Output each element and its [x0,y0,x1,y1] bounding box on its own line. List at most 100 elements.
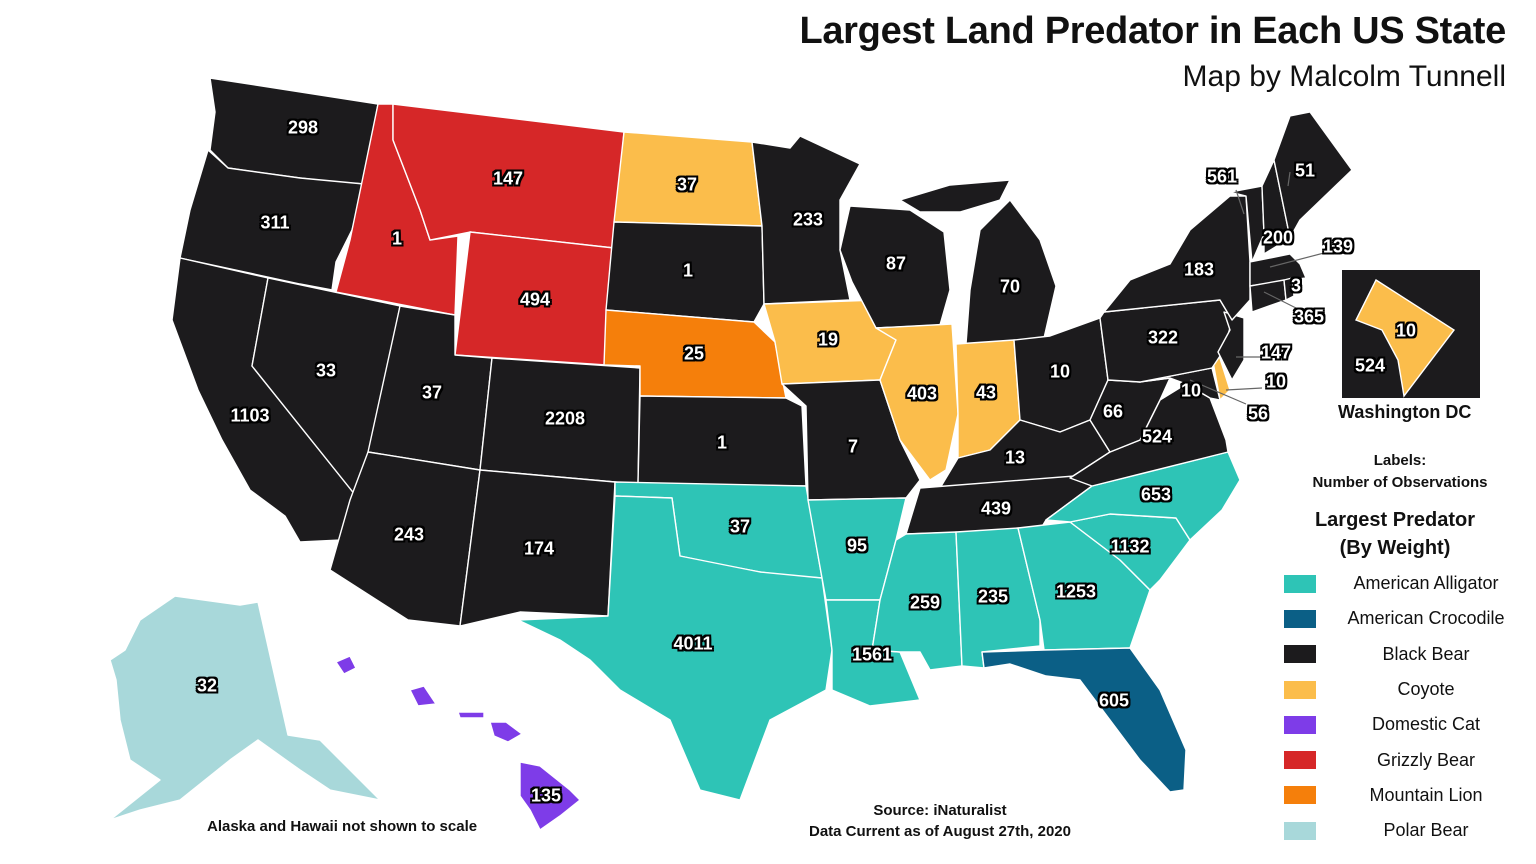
legend: American Alligator American Crocodile Bl… [1284,566,1526,848]
dc-inset [1342,270,1480,398]
state-mi [965,199,1057,345]
legend-item: American Crocodile [1284,601,1526,636]
legend-label: Grizzly Bear [1376,749,1475,770]
state-label-ca: 1103 [230,405,270,426]
state-label-sd: 1 [682,260,694,281]
legend-swatch [1284,574,1316,593]
legend-swatch [1284,786,1316,805]
state-label-wa: 298 [287,117,319,138]
state-label-az: 243 [393,524,425,545]
state-ct [1249,279,1287,313]
inset-label-va: 524 [1354,355,1386,376]
legend-item: American Alligator [1284,566,1526,601]
state-hi-big [519,761,581,831]
state-fl [981,647,1187,793]
state-label-ct: 365 [1293,306,1325,327]
state-label-id: 1 [391,228,403,249]
state-me [1273,111,1353,239]
state-label-wy: 494 [519,289,551,310]
state-label-ms: 259 [909,592,941,613]
state-label-nj: 147 [1260,342,1292,363]
labels-note-line1: Labels: [1373,452,1427,469]
state-label-va: 524 [1141,426,1173,447]
legend-label: Mountain Lion [1369,784,1483,805]
legend-swatch [1284,609,1316,628]
state-label-ak: 32 [196,675,218,696]
state-hi-molokai [457,711,485,719]
state-label-fl: 605 [1098,690,1130,711]
state-ak [109,595,381,821]
state-nj [1217,311,1245,381]
page-title: Largest Land Predator in Each US State [799,10,1506,52]
state-nh [1261,159,1291,255]
state-label-md-2: 56 [1247,403,1269,424]
state-label-oh: 10 [1049,361,1071,382]
state-label-nd: 37 [676,174,698,195]
state-label-ia: 19 [817,329,839,350]
state-label-nh: 200 [1262,227,1294,248]
state-label-ga: 1253 [1055,581,1097,602]
state-label-pa: 322 [1147,327,1179,348]
state-label-mo: 7 [847,436,859,457]
state-label-tn: 439 [980,498,1012,519]
state-label-ny: 183 [1183,259,1215,280]
legend-item: Domestic Cat [1284,707,1526,742]
state-label-ri: 3 [1290,275,1302,296]
state-il [875,323,959,481]
legend-item: Mountain Lion [1284,778,1526,813]
legend-item: Coyote [1284,672,1526,707]
state-or [179,149,365,291]
state-label-al: 235 [977,586,1009,607]
state-label-nm: 174 [523,538,555,559]
legend-label: American Alligator [1353,573,1499,594]
state-tx [517,495,833,801]
state-label-tx: 4011 [673,633,713,654]
state-nm [459,469,616,627]
legend-label: American Crocodile [1347,608,1505,629]
state-label-ar: 95 [846,535,868,556]
state-label-or: 311 [260,212,290,233]
legend-label: Black Bear [1382,643,1470,664]
state-sd [605,221,765,323]
state-label-me: 51 [1294,160,1316,181]
labels-note-line2: Number of Observations [1312,474,1488,491]
state-ri [1283,277,1295,301]
state-label-nc: 653 [1140,484,1172,505]
state-label-mi: 70 [999,276,1021,297]
state-label-wv: 66 [1102,401,1124,422]
data-date-line: Data Current as of August 27th, 2020 [808,823,1071,840]
state-label-ne: 25 [683,343,705,364]
state-mi-up [899,179,1011,213]
state-label-mt: 147 [492,168,524,189]
state-label-il: 403 [906,383,938,404]
legend-swatch [1284,821,1316,840]
dc-inset-caption: Washington DC [1338,402,1472,422]
legend-swatch [1284,680,1316,699]
legend-label: Domestic Cat [1371,714,1481,735]
state-label-wi: 87 [885,253,907,274]
state-label-hi: 135 [530,785,562,806]
legend-item: Polar Bear [1284,813,1526,848]
source-note: Source: iNaturalist Data Current as of A… [780,800,1100,842]
state-label-ma: 139 [1322,236,1354,257]
page-subtitle: Map by Malcolm Tunnell [1182,60,1506,93]
state-hi-oahu [409,685,437,707]
state-hi-kauai [335,655,357,675]
state-label-de: 10 [1265,371,1287,392]
state-mn [751,135,861,305]
state-label-nv: 33 [315,360,337,381]
state-label-mn: 233 [792,209,824,230]
state-ny [1103,195,1251,321]
legend-swatch [1284,715,1316,734]
legend-label: Polar Bear [1383,820,1469,841]
legend-title-line2: (By Weight) [1339,537,1451,559]
legend-label: Coyote [1397,679,1455,700]
legend-title-line1: Largest Predator [1314,509,1476,531]
state-label-ut: 37 [421,382,443,403]
state-label-la: 1561 [851,644,893,665]
state-label-ok: 37 [729,516,751,537]
labels-note: Labels: Number of Observations [1300,450,1500,494]
legend-item: Grizzly Bear [1284,742,1526,777]
state-label-co: 2208 [544,408,586,429]
